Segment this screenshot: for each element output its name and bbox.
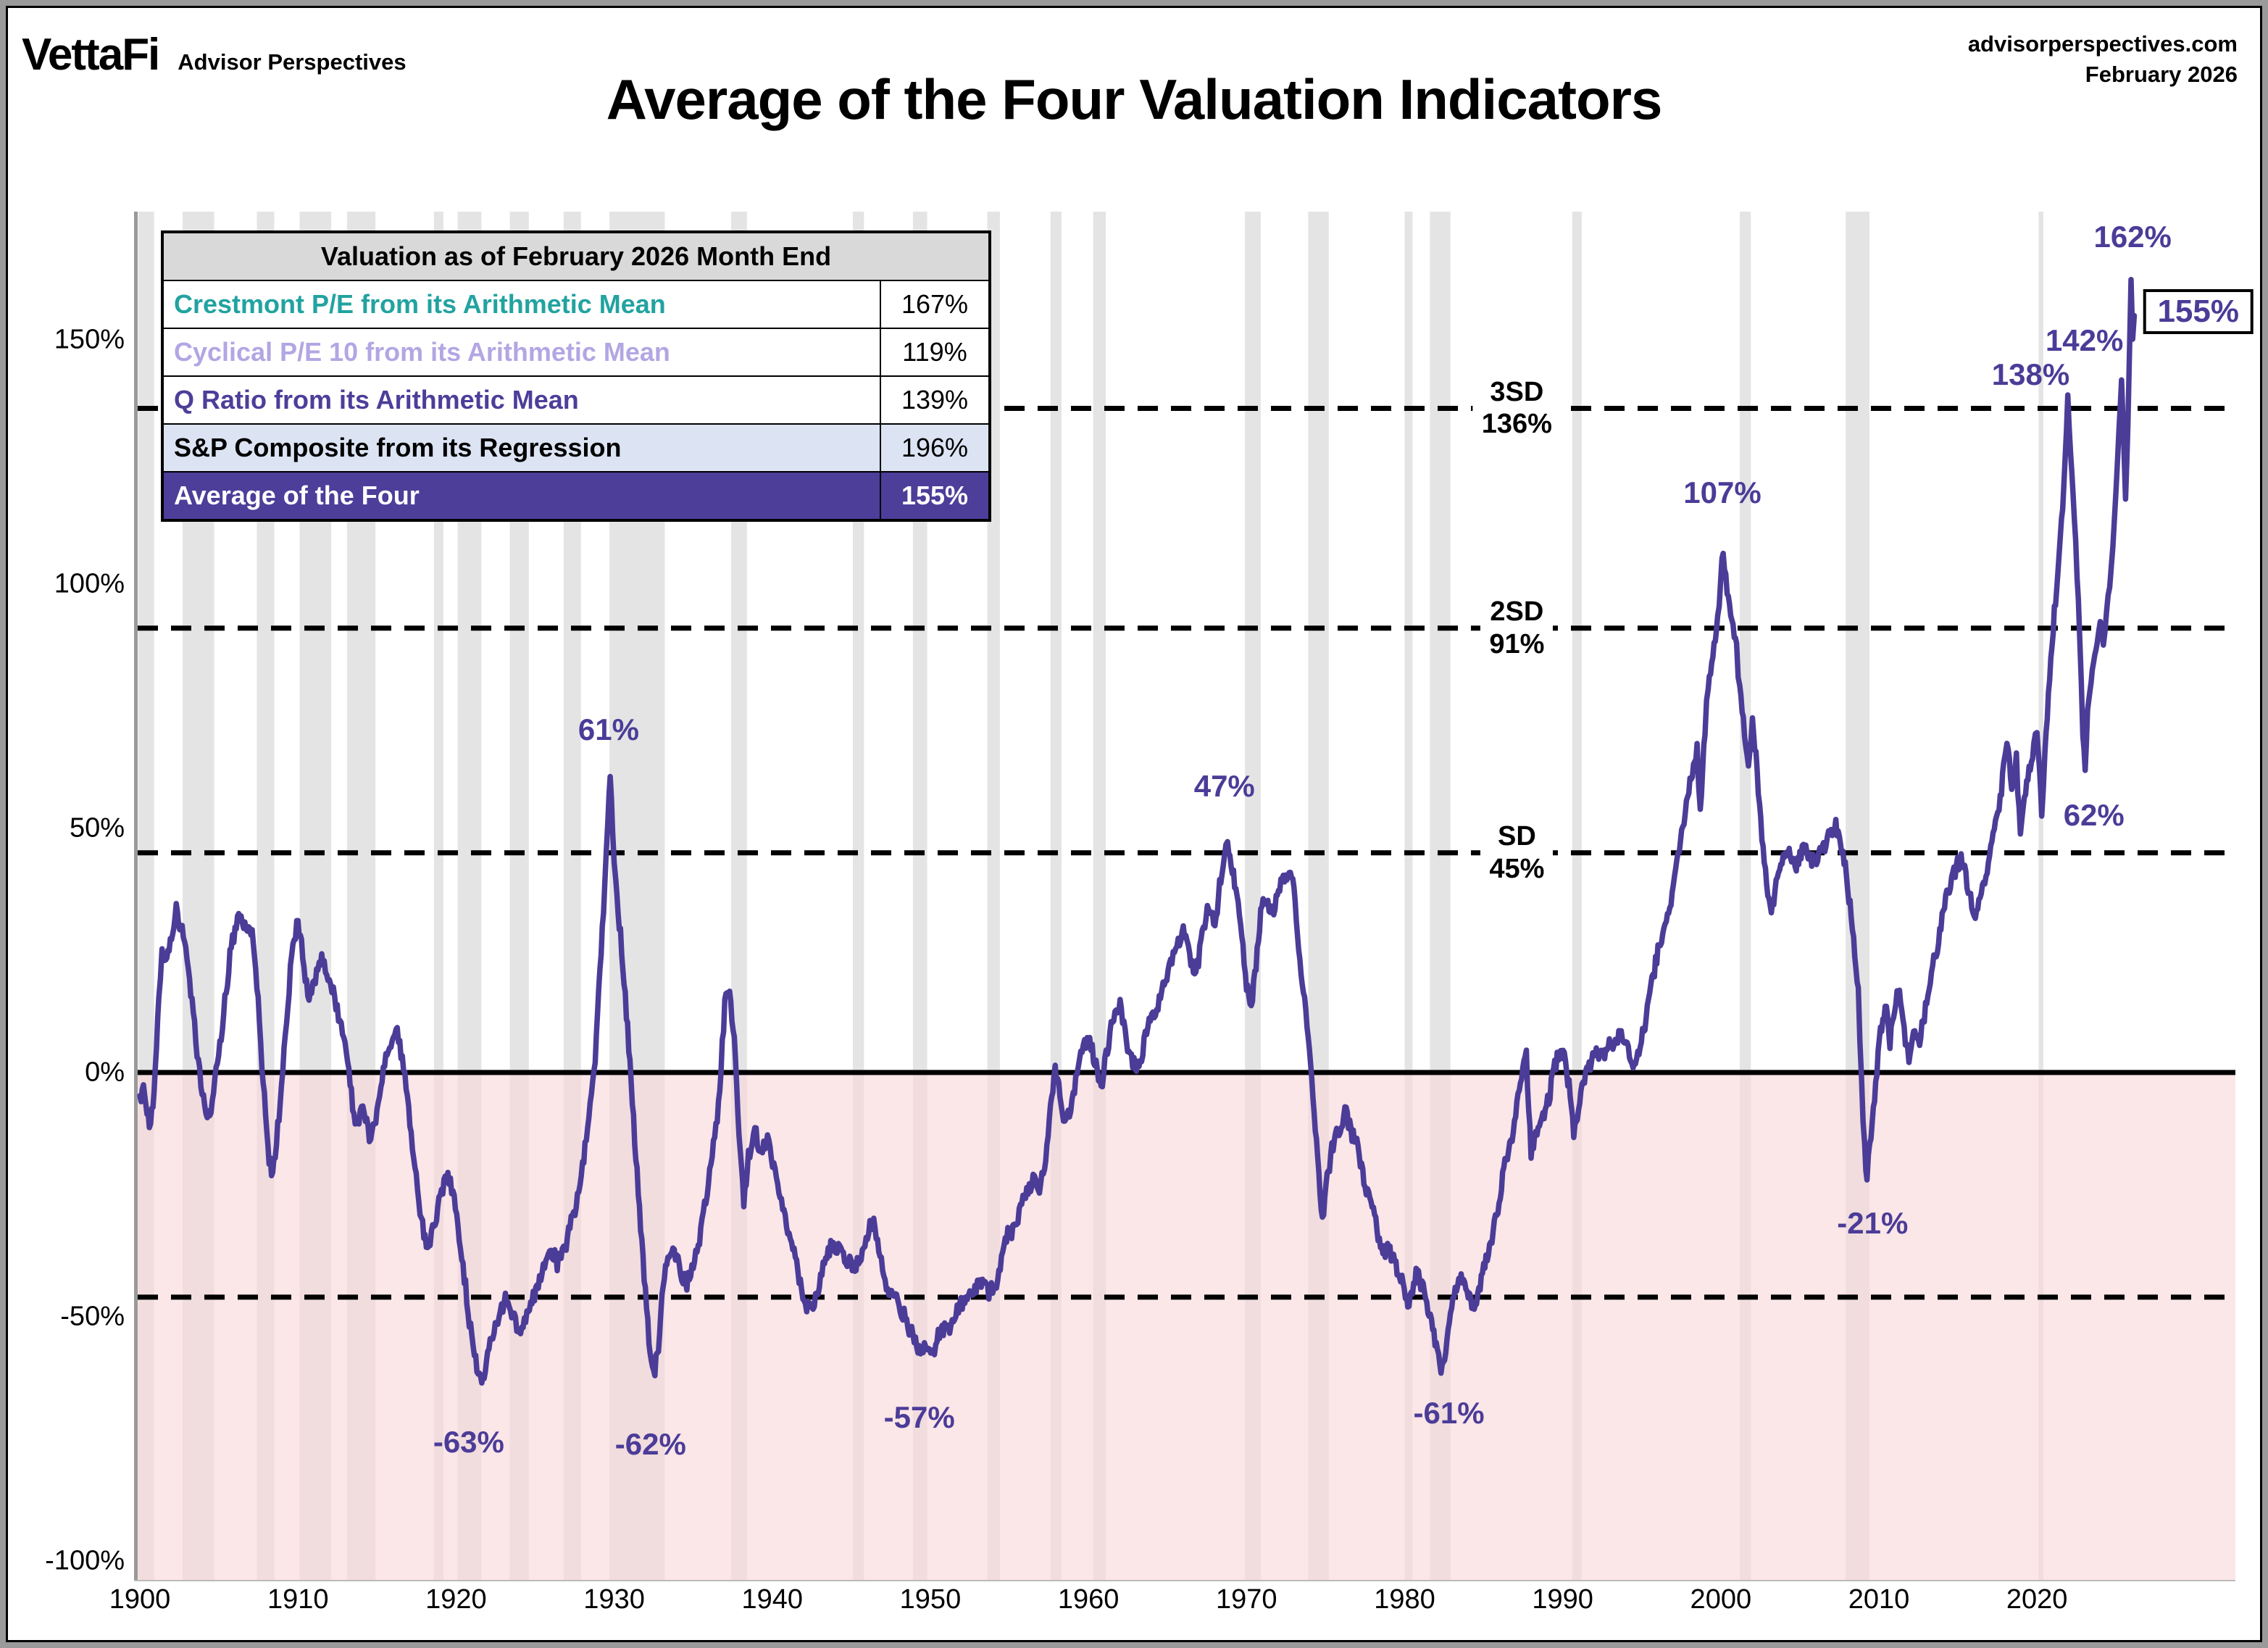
report-canvas: VettaFi Advisor Perspectives advisorpers…	[8, 8, 2260, 1640]
sd-label-value: 91%	[1489, 628, 1545, 659]
sd-label-value: 45%	[1489, 853, 1545, 884]
y-axis-tick-label: 150%	[54, 324, 125, 355]
below-mean-region	[138, 1072, 2235, 1580]
x-axis-tick-label: 1920	[425, 1584, 487, 1615]
x-axis-tick-label: 1980	[1374, 1584, 1435, 1615]
table-row-cyclical-pe: Cyclical P/E 10 from its Arithmetic Mean…	[162, 328, 991, 377]
annotation-138pct: 138%	[1991, 357, 2070, 392]
x-axis-tick-label: 1960	[1057, 1584, 1120, 1615]
report-page: VettaFi Advisor Perspectives advisorpers…	[6, 6, 2262, 1642]
advisor-perspectives-label: Advisor Perspectives	[178, 49, 407, 75]
row-value: 167%	[880, 280, 991, 329]
header-right: advisorperspectives.com February 2026	[1968, 29, 2238, 90]
x-axis-tick-label: 1900	[109, 1584, 171, 1615]
table-header-row: Valuation as of February 2026 Month End	[162, 231, 991, 281]
table-row-sp-composite: S&P Composite from its Regression 196%	[162, 423, 991, 473]
sd-label-name: 3SD	[1490, 376, 1544, 407]
y-axis-line	[134, 212, 138, 1580]
row-value: 196%	[880, 423, 991, 473]
site-url: advisorperspectives.com	[1967, 31, 2238, 57]
annotation-neg62pct: -62%	[614, 1426, 686, 1461]
annotation-142pct: 142%	[2045, 322, 2124, 357]
row-value: 139%	[880, 375, 991, 425]
sd-label-name: SD	[1497, 820, 1536, 852]
table-header: Valuation as of February 2026 Month End	[162, 231, 991, 281]
table-row-average: Average of the Four 155%	[162, 471, 991, 521]
annotation-47pct: 47%	[1193, 769, 1255, 804]
annotation-neg57pct: -57%	[883, 1399, 955, 1434]
sd-line-label: SD 45%	[1480, 818, 1554, 887]
annotation-neg61pct: -61%	[1413, 1395, 1485, 1430]
row-label: Q Ratio from its Arithmetic Mean	[162, 375, 881, 425]
row-label: S&P Composite from its Regression	[162, 423, 881, 473]
y-axis-tick-label: -100%	[45, 1545, 125, 1576]
row-label: Average of the Four	[162, 471, 881, 521]
x-axis-tick-label: 1970	[1216, 1584, 1277, 1615]
y-axis-tick-label: 100%	[54, 568, 125, 599]
page-title: Average of the Four Valuation Indicators	[606, 67, 1663, 131]
valuation-table: Valuation as of February 2026 Month End …	[161, 230, 991, 522]
y-axis-tick-label: 50%	[69, 812, 125, 844]
recession-band	[1404, 212, 1413, 1580]
sd-label-name: 2SD	[1490, 596, 1544, 627]
vettafi-logo: VettaFi Advisor Perspectives	[22, 29, 407, 80]
x-axis-tick-label: 1940	[741, 1584, 804, 1615]
x-axis-tick-label: 1930	[583, 1584, 645, 1615]
annotation-61pct: 61%	[578, 712, 639, 746]
x-axis-tick-label: 2010	[1848, 1584, 1910, 1615]
row-label: Crestmont P/E from its Arithmetic Mean	[162, 280, 881, 329]
x-axis-tick-label: 1910	[267, 1584, 329, 1615]
annotation-107pct: 107%	[1683, 475, 1762, 510]
valuation-series-line	[137, 277, 2138, 1386]
vettafi-logo-text: VettaFi	[22, 30, 160, 80]
table-row-q-ratio: Q Ratio from its Arithmetic Mean 139%	[162, 375, 991, 425]
sd-label-value: 136%	[1481, 409, 1552, 440]
y-axis-tick-label: -50%	[60, 1301, 125, 1332]
table-row-crestmont: Crestmont P/E from its Arithmetic Mean 1…	[162, 280, 991, 329]
row-value: 155%	[880, 471, 991, 521]
sd-line-label: 3SD 136%	[1472, 374, 1561, 443]
annotation-62pct: 62%	[2063, 797, 2125, 832]
x-axis-line	[134, 1580, 2235, 1581]
x-axis-tick-label: 2020	[2006, 1584, 2068, 1615]
report-date: February 2026	[2085, 61, 2238, 87]
annotation-neg21pct: -21%	[1837, 1206, 1909, 1241]
row-value: 119%	[880, 328, 991, 377]
x-axis-tick-label: 1990	[1532, 1584, 1593, 1615]
current-value-box: 155%	[2143, 289, 2254, 335]
y-axis-tick-label: 0%	[85, 1057, 125, 1088]
row-label: Cyclical P/E 10 from its Arithmetic Mean	[162, 328, 881, 377]
x-axis-tick-label: 1950	[899, 1584, 962, 1615]
sd-line-label: 2SD 91%	[1480, 594, 1554, 662]
recession-band	[2038, 212, 2043, 1580]
annotation-neg63pct: -63%	[433, 1424, 504, 1459]
x-axis-tick-label: 2000	[1690, 1584, 1752, 1615]
annotation-162pct: 162%	[2093, 220, 2172, 254]
